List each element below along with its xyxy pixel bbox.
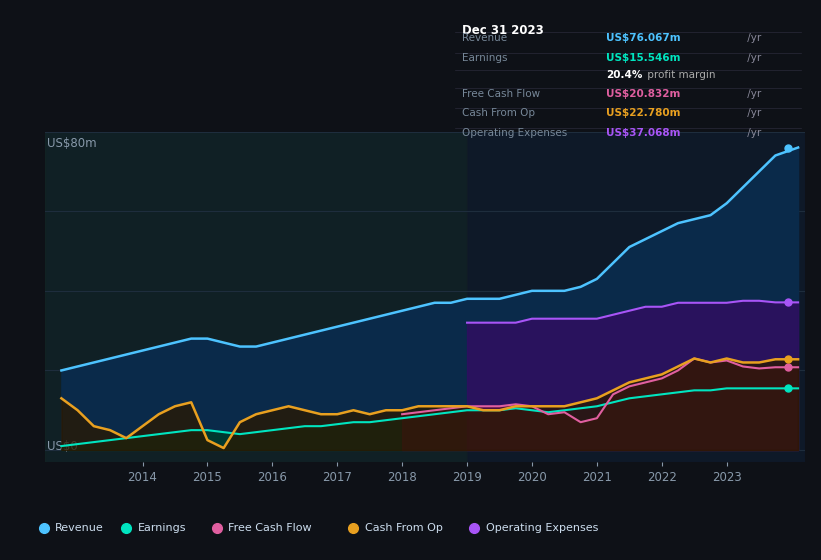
Text: profit margin: profit margin [644,71,716,81]
Text: US$20.832m: US$20.832m [607,89,681,99]
Text: /yr: /yr [744,89,761,99]
Text: /yr: /yr [744,32,761,43]
Text: Dec 31 2023: Dec 31 2023 [462,24,544,37]
Text: Free Cash Flow: Free Cash Flow [462,89,540,99]
Text: US$76.067m: US$76.067m [607,32,681,43]
Bar [45,132,467,462]
Text: /yr: /yr [744,108,761,118]
Text: US$22.780m: US$22.780m [607,108,681,118]
Text: Earnings: Earnings [138,523,186,533]
Text: US$80m: US$80m [48,137,97,150]
Text: Cash From Op: Cash From Op [462,108,535,118]
Bar [467,132,805,462]
Text: US$15.546m: US$15.546m [607,53,681,63]
Text: Revenue: Revenue [55,523,104,533]
Text: US$37.068m: US$37.068m [607,128,681,138]
Text: Earnings: Earnings [462,53,507,63]
Text: Operating Expenses: Operating Expenses [486,523,598,533]
Text: Revenue: Revenue [462,32,507,43]
Text: /yr: /yr [744,53,761,63]
Text: US$0: US$0 [48,440,78,452]
Text: Operating Expenses: Operating Expenses [462,128,567,138]
Text: Free Cash Flow: Free Cash Flow [228,523,312,533]
Text: /yr: /yr [744,128,761,138]
Text: Cash From Op: Cash From Op [365,523,443,533]
Text: 20.4%: 20.4% [607,71,643,81]
